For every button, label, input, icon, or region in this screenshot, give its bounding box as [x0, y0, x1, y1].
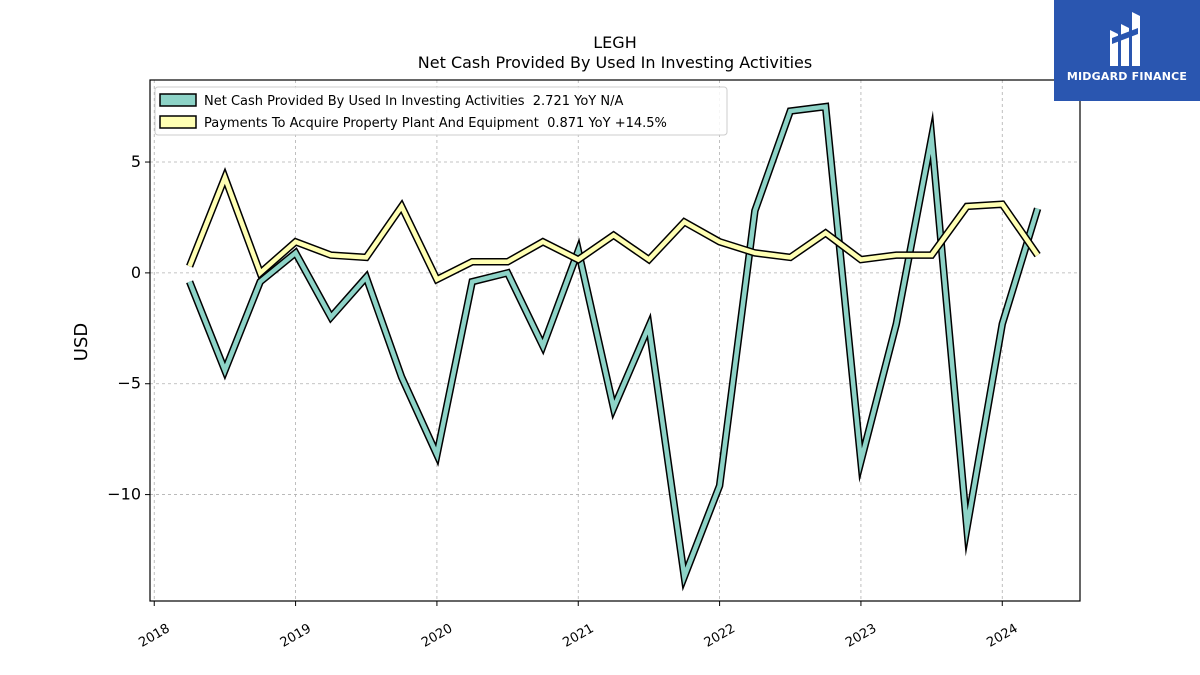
y-tick-label: −10 — [107, 485, 141, 504]
x-tick-label: 2024 — [984, 621, 1020, 651]
chart-title: LEGH — [593, 33, 636, 52]
y-axis: 5 0 −5 −10 — [107, 152, 150, 504]
logo-mark-icon — [1110, 12, 1140, 66]
series-line-1 — [187, 171, 1040, 283]
legend-swatch-net-cash — [159, 93, 197, 107]
y-tick-label: 0 — [131, 263, 141, 282]
chart-subtitle: Net Cash Provided By Used In Investing A… — [418, 53, 812, 72]
legend: Net Cash Provided By Used In Investing A… — [154, 86, 728, 136]
logo-text: MIDGARD FINANCE — [1066, 70, 1188, 83]
x-tick-label: 2023 — [843, 621, 879, 651]
y-tick-label: −5 — [117, 374, 141, 393]
y-tick-label: 5 — [131, 152, 141, 171]
x-tick-label: 2022 — [702, 621, 738, 651]
series-line-outline-0 — [186, 102, 1042, 592]
plot-frame — [149, 79, 1081, 602]
midgard-finance-logo: MIDGARD FINANCE — [1054, 0, 1200, 101]
series-lines — [186, 102, 1042, 592]
legend-label-net-cash: Net Cash Provided By Used In Investing A… — [204, 94, 623, 109]
legend-swatch-capex — [159, 115, 197, 129]
legend-label-capex: Payments To Acquire Property Plant And E… — [204, 116, 667, 131]
grid — [150, 80, 1080, 601]
legend-box — [154, 86, 728, 136]
x-tick-label: 2019 — [278, 621, 314, 651]
x-tick-label: 2018 — [136, 621, 172, 651]
series-line-0 — [187, 104, 1040, 586]
y-axis-label: USD — [71, 323, 92, 361]
x-axis: 2018 2019 2020 2021 2022 2023 2024 — [136, 601, 1021, 651]
x-tick-label: 2020 — [419, 621, 455, 651]
x-tick-label: 2021 — [560, 621, 596, 651]
